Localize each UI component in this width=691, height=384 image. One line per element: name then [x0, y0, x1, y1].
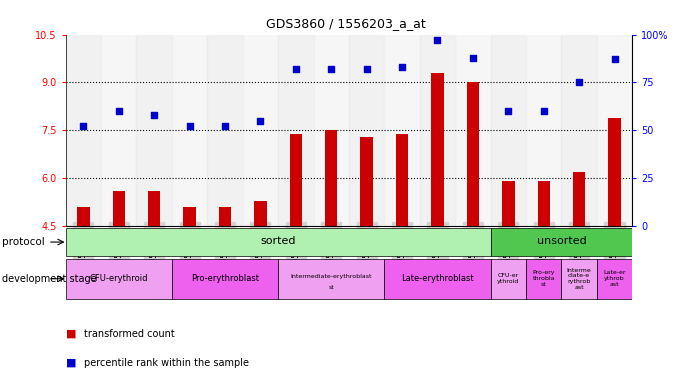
Bar — [113, 191, 125, 226]
Point — [78, 123, 89, 129]
Bar — [278, 259, 384, 299]
Bar — [314, 35, 349, 226]
Point — [432, 37, 443, 43]
Bar — [77, 207, 90, 226]
Text: Pro-erythroblast: Pro-erythroblast — [191, 274, 259, 283]
Text: development stage: development stage — [2, 274, 97, 284]
Bar — [466, 83, 479, 226]
Point — [467, 55, 478, 61]
Text: Late-er
ythrob
ast: Late-er ythrob ast — [603, 270, 626, 287]
Bar — [66, 35, 101, 226]
Text: CFU-erythroid: CFU-erythroid — [90, 274, 148, 283]
Text: Interme
diate-e
rythrob
ast: Interme diate-e rythrob ast — [567, 268, 591, 290]
Point — [397, 64, 408, 70]
Bar — [538, 181, 550, 226]
Bar — [526, 35, 561, 226]
Point — [503, 108, 514, 114]
Text: Pro-ery
throbla
st: Pro-ery throbla st — [533, 270, 555, 287]
Point — [290, 66, 301, 72]
Bar — [561, 259, 597, 299]
Bar — [384, 35, 420, 226]
Bar — [136, 35, 172, 226]
Bar — [608, 118, 621, 226]
Text: sorted: sorted — [261, 237, 296, 247]
Bar — [431, 73, 444, 226]
Text: CFU-er
ythroid: CFU-er ythroid — [497, 273, 520, 284]
Bar — [183, 207, 196, 226]
Bar — [573, 172, 585, 226]
Bar — [290, 134, 302, 226]
Bar — [172, 259, 278, 299]
Text: st: st — [328, 285, 334, 290]
Point — [361, 66, 372, 72]
Bar — [597, 259, 632, 299]
Point — [609, 56, 620, 63]
Text: unsorted: unsorted — [537, 237, 586, 247]
Bar — [219, 207, 231, 226]
Text: percentile rank within the sample: percentile rank within the sample — [84, 358, 249, 368]
Bar — [561, 35, 597, 226]
Bar — [278, 35, 314, 226]
Point — [113, 108, 124, 114]
Text: Late-erythroblast: Late-erythroblast — [401, 274, 474, 283]
Text: Intermediate-erythroblast: Intermediate-erythroblast — [290, 274, 372, 279]
Text: ■: ■ — [66, 358, 76, 368]
Bar — [66, 228, 491, 257]
Point — [149, 112, 160, 118]
Bar — [361, 137, 373, 226]
Bar — [66, 259, 172, 299]
Bar — [254, 200, 267, 226]
Point — [538, 108, 549, 114]
Point — [184, 123, 195, 129]
Bar — [491, 228, 632, 257]
Bar — [148, 191, 160, 226]
Text: protocol: protocol — [2, 237, 45, 247]
Bar — [384, 259, 491, 299]
Text: ■: ■ — [66, 329, 76, 339]
Text: GDS3860 / 1556203_a_at: GDS3860 / 1556203_a_at — [265, 17, 426, 30]
Point — [325, 66, 337, 72]
Point — [574, 79, 585, 86]
Bar — [243, 35, 278, 226]
Bar — [526, 259, 561, 299]
Bar — [207, 35, 243, 226]
Point — [220, 123, 231, 129]
Bar — [491, 35, 526, 226]
Bar — [597, 35, 632, 226]
Bar — [396, 134, 408, 226]
Bar — [349, 35, 384, 226]
Bar — [420, 35, 455, 226]
Text: transformed count: transformed count — [84, 329, 175, 339]
Bar — [491, 259, 526, 299]
Bar — [101, 35, 136, 226]
Bar — [325, 130, 337, 226]
Bar — [502, 181, 515, 226]
Point — [255, 118, 266, 124]
Bar — [455, 35, 491, 226]
Bar — [172, 35, 207, 226]
